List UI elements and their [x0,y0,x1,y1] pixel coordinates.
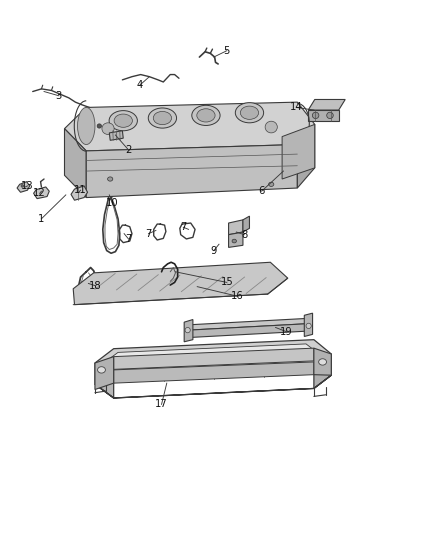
Ellipse shape [268,182,274,187]
Text: 11: 11 [74,185,87,195]
Ellipse shape [192,106,220,125]
Polygon shape [95,363,114,398]
Ellipse shape [97,124,102,128]
Text: 13: 13 [21,181,34,191]
Ellipse shape [232,239,237,243]
Polygon shape [73,262,288,305]
Text: 7: 7 [180,222,187,232]
Polygon shape [114,362,314,383]
Ellipse shape [108,177,113,181]
Polygon shape [17,182,30,192]
Ellipse shape [78,108,95,144]
Polygon shape [64,102,315,151]
Text: 6: 6 [258,186,265,196]
Polygon shape [95,357,114,390]
Ellipse shape [21,184,24,187]
Polygon shape [64,128,86,198]
Ellipse shape [114,114,132,127]
Text: 17: 17 [155,399,168,409]
Ellipse shape [148,108,177,128]
Polygon shape [184,319,193,342]
Ellipse shape [327,112,333,118]
Polygon shape [314,354,331,389]
Text: 2: 2 [125,145,132,155]
Ellipse shape [102,123,114,134]
Text: 1: 1 [38,214,45,224]
Polygon shape [95,375,331,398]
Ellipse shape [265,121,277,133]
Text: 7: 7 [145,229,152,239]
Polygon shape [229,232,243,247]
Text: 8: 8 [241,230,247,240]
Polygon shape [86,144,297,198]
Polygon shape [308,110,339,120]
Ellipse shape [98,367,106,373]
Text: 4: 4 [137,80,143,90]
Polygon shape [243,216,250,232]
Polygon shape [308,100,345,110]
Text: 18: 18 [88,280,101,290]
Text: 19: 19 [280,327,293,337]
Ellipse shape [240,106,258,119]
Ellipse shape [197,109,215,122]
Polygon shape [188,324,306,337]
Polygon shape [114,348,314,369]
Polygon shape [104,344,322,377]
Polygon shape [297,124,315,188]
Polygon shape [188,318,307,330]
Text: 3: 3 [56,91,62,101]
Ellipse shape [235,103,264,123]
Text: 5: 5 [224,46,230,56]
Text: 9: 9 [211,246,217,256]
Polygon shape [34,187,49,199]
Text: 16: 16 [231,291,244,301]
Polygon shape [71,186,88,200]
Ellipse shape [306,323,311,328]
Text: 7: 7 [125,234,132,244]
Text: 10: 10 [106,198,119,208]
Polygon shape [314,348,331,375]
Polygon shape [282,124,315,179]
Ellipse shape [109,111,138,131]
Ellipse shape [319,359,326,365]
Text: 14: 14 [290,102,303,112]
Ellipse shape [312,112,319,118]
Ellipse shape [185,327,190,333]
Text: 12: 12 [33,188,46,198]
Ellipse shape [153,111,172,125]
Polygon shape [95,340,331,377]
Text: 15: 15 [220,277,233,287]
Polygon shape [229,220,243,235]
Polygon shape [304,313,313,336]
Polygon shape [110,131,123,140]
